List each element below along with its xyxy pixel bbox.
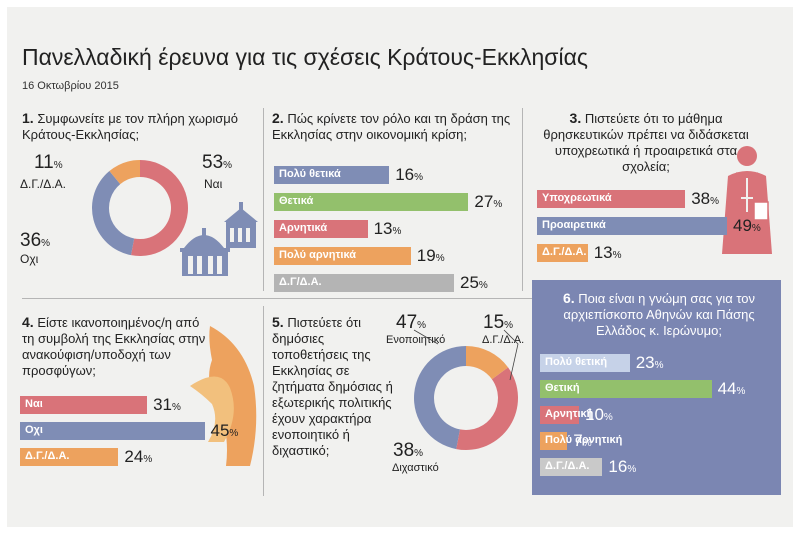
q5-dk-label: Δ.Γ./Δ.Α.	[482, 334, 525, 346]
q3-bar-value-2: 49%	[733, 216, 761, 235]
q1-number: 1.	[22, 110, 34, 126]
q1-yes-label: Ναι	[204, 177, 223, 191]
q2-bar-2: Θετικά	[274, 193, 469, 211]
q6-bar-value-2: 44%	[717, 379, 746, 398]
q5-slice-2	[456, 367, 518, 450]
q4-bar-value-3: 24%	[124, 447, 153, 466]
q4-bar-value-1: 31%	[153, 395, 181, 414]
divider-horizontal	[22, 298, 532, 299]
hands-icon	[190, 326, 257, 466]
q6-bar-label-1: Πολύ θετική	[545, 356, 608, 368]
q2-bar-label-2: Θετικά	[279, 195, 314, 207]
q1-question: 1. Συμφωνείτε με τον πλήρη χωρισμό Κράτο…	[22, 110, 252, 143]
q4-bar-label-1: Ναι	[25, 398, 43, 410]
q6-question: 6. Ποια είναι η γνώμη σας για τον αρχιεπ…	[548, 290, 770, 339]
q4-bar-3: Δ.Γ./Δ.Α.	[20, 448, 119, 466]
q5-donut-chart	[414, 346, 518, 450]
q2-bar-5: Δ.Γ/Δ.Α.	[274, 274, 454, 292]
q6-number: 6.	[562, 290, 575, 306]
q1-donut-chart	[92, 160, 188, 256]
q3-bar-value-3: 13%	[593, 243, 622, 262]
q6-bar-value-5: 16%	[608, 457, 637, 476]
q6-bar-value-3: 10%	[585, 405, 613, 424]
q5-text: Πιστεύετε ότι δημόσιες τοποθετήσεις της …	[272, 315, 393, 458]
q3-question: 3. Πιστεύετε ότι το μάθημα θρησκευτικών …	[537, 110, 755, 175]
q1-slice-1	[131, 160, 188, 256]
q1-slice-2	[92, 171, 135, 256]
church-icon	[180, 202, 258, 276]
q2-bar-label-5: Δ.Γ/Δ.Α.	[279, 276, 322, 288]
q3-bar-value-1: 38%	[691, 189, 720, 208]
q4-text: Είστε ικανοποιημένος/η από τη συμβολή τη…	[22, 315, 206, 378]
q6-bar-3: Αρνητική	[540, 406, 593, 424]
q1-slice-3	[109, 160, 140, 185]
divider-vertical-1	[263, 108, 264, 291]
q6-bar-label-5: Δ.Γ./Δ.Α.	[545, 460, 590, 472]
q2-bar-value-4: 19%	[416, 246, 445, 265]
q2-bar-4: Πολύ αρνητικά	[274, 247, 411, 265]
q6-bar-label-2: Θετική	[545, 382, 580, 394]
date-label: 16 Οκτωβρίου 2015	[22, 80, 119, 92]
q3-bar-label-2: Προαιρετικά	[542, 219, 606, 231]
q4-bar-1: Ναι	[20, 396, 148, 414]
q5-dk-value: 15%	[483, 312, 514, 333]
q5-question: 5. Πιστεύετε ότι δημόσιες τοποθετήσεις τ…	[272, 314, 398, 459]
q4-question: 4. Είστε ικανοποιημένος/η από τη συμβολή…	[22, 314, 210, 379]
q1-yes-value: 53%	[202, 152, 233, 173]
q4-bar-value-2: 45%	[210, 421, 239, 440]
q5-slice-1	[414, 346, 466, 450]
q5-divide-value: 38%	[393, 440, 424, 461]
q1-dk-label: Δ.Γ./Δ.Α.	[20, 177, 66, 191]
q6-bar-label-3: Αρνητική	[545, 408, 594, 420]
q2-bar-label-1: Πολύ θετικά	[279, 168, 341, 180]
q6-bar-label-4: Πολύ αρνητική	[545, 434, 623, 446]
q6-bar-value-1: 23%	[635, 353, 664, 372]
q3-bar-label-1: Υποχρεωτικά	[542, 192, 612, 204]
q2-bar-value-3: 13%	[373, 219, 402, 238]
q2-bar-value-1: 16%	[395, 165, 424, 184]
q3-number: 3.	[569, 110, 582, 126]
q5-number: 5.	[272, 314, 284, 330]
q2-number: 2.	[272, 110, 284, 126]
q2-bar-value-5: 25%	[460, 273, 488, 292]
q2-bar-1: Πολύ θετικά	[274, 166, 390, 184]
q4-bar-label-3: Δ.Γ./Δ.Α.	[25, 450, 70, 462]
divider-vertical-3	[263, 306, 264, 496]
q4-bar-label-2: Οχι	[25, 424, 43, 436]
q5-leader-lines	[413, 329, 519, 381]
q5-divide-label: Διχαστικό	[392, 462, 439, 474]
q6-bar-5: Δ.Γ./Δ.Α.	[540, 458, 603, 476]
q3-bar-2: Προαιρετικά	[537, 217, 727, 235]
q1-no-value: 36%	[20, 230, 51, 251]
q6-bar-2: Θετική	[540, 380, 712, 398]
priest-icon	[722, 146, 772, 254]
q2-bar-value-2: 27%	[474, 192, 503, 211]
q4-number: 4.	[22, 314, 34, 330]
q5-unite-value: 47%	[396, 312, 427, 333]
q3-bar-label-3: Δ.Γ./Δ.Α.	[542, 246, 587, 258]
q3-bar-1: Υποχρεωτικά	[537, 190, 686, 208]
q2-text: Πώς κρίνετε τον ρόλο και τη δράση της Εκ…	[272, 111, 511, 142]
q2-bar-label-4: Πολύ αρνητικά	[279, 249, 356, 261]
q6-bar-value-4: 7%	[573, 431, 592, 450]
q5-slice-3	[466, 346, 509, 380]
divider-vertical-2	[522, 108, 523, 291]
q2-bar-label-3: Αρνητικά	[279, 222, 328, 234]
page-title: Πανελλαδική έρευνα για τις σχέσεις Κράτο…	[22, 44, 588, 70]
q1-no-label: Οχι	[20, 252, 39, 266]
q6-text: Ποια είναι η γνώμη σας για τον αρχιεπίσκ…	[563, 291, 756, 338]
q2-bar-3: Αρνητικά	[274, 220, 368, 238]
q2-question: 2. Πώς κρίνετε τον ρόλο και τη δράση της…	[272, 110, 522, 143]
q6-bar-4: Πολύ αρνητική	[540, 432, 622, 450]
q6-bar-1: Πολύ θετική	[540, 354, 630, 372]
q3-text: Πιστεύετε ότι το μάθημα θρησκευτικών πρέ…	[543, 111, 749, 174]
q1-text: Συμφωνείτε με τον πλήρη χωρισμό Κράτους-…	[22, 111, 239, 142]
q5-unite-label: Ενοποιητικό	[386, 334, 446, 346]
q1-dk-value: 11%	[34, 152, 63, 173]
q3-bar-3: Δ.Γ./Δ.Α.	[537, 244, 588, 262]
q4-bar-2: Οχι	[20, 422, 205, 440]
